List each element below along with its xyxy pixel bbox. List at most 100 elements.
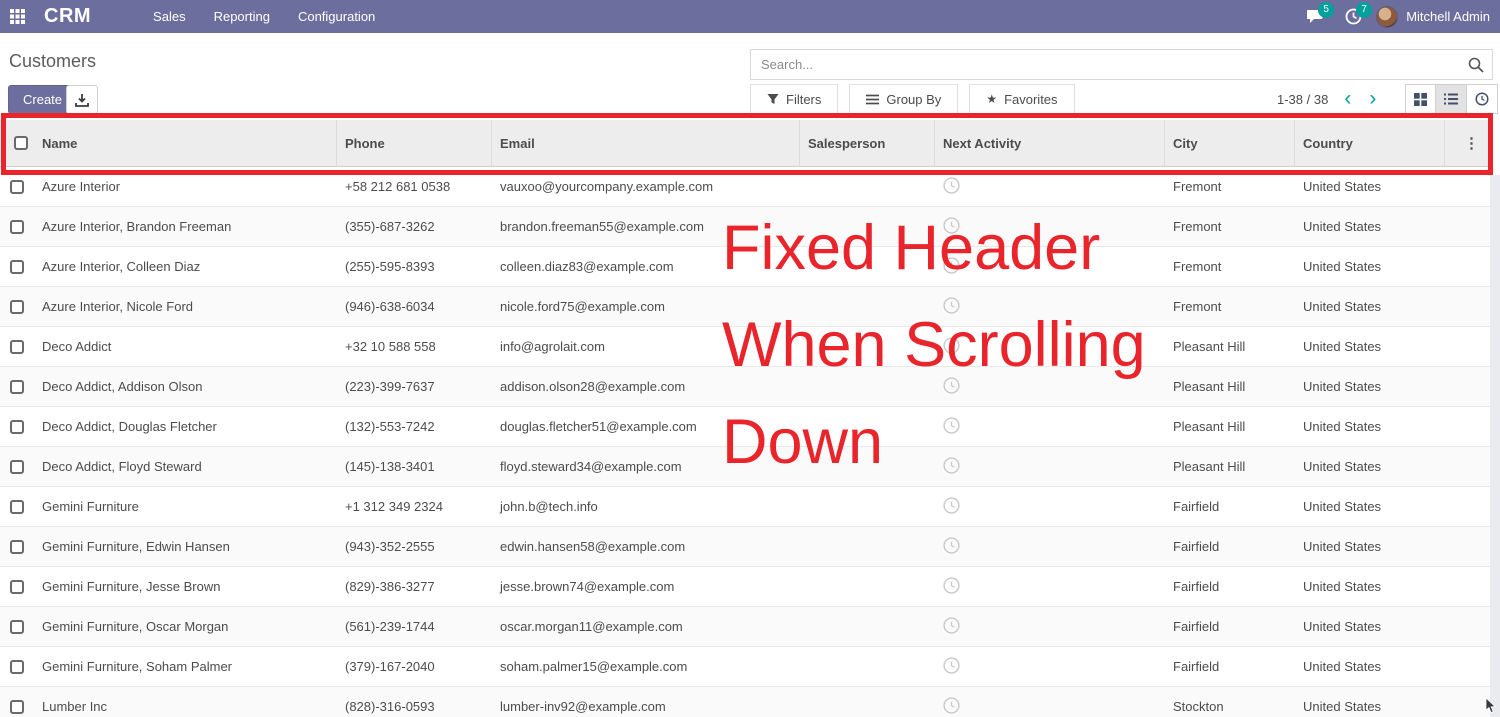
- table-row[interactable]: Gemini Furniture, Oscar Morgan (561)-239…: [0, 607, 1490, 647]
- user-avatar[interactable]: [1376, 5, 1399, 28]
- cell-next-activity: [935, 576, 1165, 597]
- cell-phone: (379)-167-2040: [345, 659, 435, 674]
- favorites-button[interactable]: ★ Favorites: [969, 84, 1075, 114]
- activities-badge: 7: [1356, 2, 1373, 18]
- row-checkbox[interactable]: [10, 259, 24, 274]
- pager-previous-button[interactable]: ‹: [1344, 87, 1352, 110]
- cell-next-activity: [935, 176, 1165, 197]
- cell-next-activity: [935, 296, 1165, 317]
- row-checkbox[interactable]: [10, 459, 24, 474]
- column-header-salesperson[interactable]: Salesperson: [800, 120, 935, 166]
- favorites-label: Favorites: [1004, 91, 1058, 107]
- clock-icon[interactable]: [943, 656, 960, 674]
- export-button[interactable]: [66, 85, 98, 114]
- clock-icon[interactable]: [943, 496, 960, 514]
- filter-funnel-icon: [767, 94, 779, 104]
- activities-button[interactable]: 7: [1338, 0, 1373, 33]
- row-checkbox[interactable]: [10, 619, 24, 634]
- column-header-next-activity[interactable]: Next Activity: [935, 120, 1165, 166]
- filters-button[interactable]: Filters: [750, 84, 839, 114]
- row-checkbox[interactable]: [10, 419, 24, 434]
- cell-phone: (145)-138-3401: [345, 459, 435, 474]
- row-checkbox[interactable]: [10, 499, 24, 514]
- row-checkbox[interactable]: [10, 299, 24, 314]
- column-header-country[interactable]: Country: [1295, 120, 1445, 166]
- group-by-icon: [866, 94, 880, 104]
- cell-next-activity: [935, 216, 1165, 237]
- cell-email: floyd.steward34@example.com: [500, 459, 682, 474]
- table-row[interactable]: Gemini Furniture, Edwin Hansen (943)-352…: [0, 527, 1490, 567]
- apps-menu-button[interactable]: [0, 0, 34, 33]
- cell-email: oscar.morgan11@example.com: [500, 619, 683, 634]
- list-view-button[interactable]: [1436, 84, 1467, 114]
- clock-icon[interactable]: [943, 376, 960, 394]
- clock-icon[interactable]: [943, 576, 960, 594]
- table-row[interactable]: Lumber Inc (828)-316-0593 lumber-inv92@e…: [0, 687, 1490, 717]
- search-icon[interactable]: [1468, 57, 1484, 73]
- table-row[interactable]: Gemini Furniture, Soham Palmer (379)-167…: [0, 647, 1490, 687]
- menu-sales[interactable]: Sales: [153, 9, 186, 24]
- row-checkbox[interactable]: [10, 339, 24, 354]
- search-input[interactable]: [751, 57, 1468, 72]
- menu-configuration[interactable]: Configuration: [297, 9, 376, 24]
- row-checkbox[interactable]: [10, 579, 24, 594]
- cell-city: Fremont: [1173, 179, 1222, 194]
- cell-next-activity: [935, 656, 1165, 677]
- cell-email: john.b@tech.info: [500, 499, 598, 514]
- table-row[interactable]: Azure Interior +58 212 681 0538 vauxoo@y…: [0, 167, 1490, 207]
- clock-icon[interactable]: [943, 456, 960, 474]
- row-checkbox[interactable]: [10, 699, 24, 714]
- row-checkbox[interactable]: [10, 179, 24, 194]
- clock-icon[interactable]: [943, 256, 960, 274]
- cell-city: Stockton: [1173, 699, 1224, 714]
- clock-icon[interactable]: [943, 536, 960, 554]
- kanban-view-button[interactable]: [1405, 84, 1436, 114]
- vertical-scrollbar[interactable]: [1490, 175, 1500, 717]
- row-checkbox[interactable]: [10, 379, 24, 394]
- clock-icon[interactable]: [943, 616, 960, 634]
- table-row[interactable]: Deco Addict +32 10 588 558 info@agrolait…: [0, 327, 1490, 367]
- column-header-name[interactable]: Name: [34, 120, 337, 166]
- table-row[interactable]: Gemini Furniture +1 312 349 2324 john.b@…: [0, 487, 1490, 527]
- table-row[interactable]: Azure Interior, Colleen Diaz (255)-595-8…: [0, 247, 1490, 287]
- group-by-button[interactable]: Group By: [849, 84, 959, 114]
- row-checkbox[interactable]: [10, 539, 24, 554]
- apps-grid-icon: [9, 9, 25, 24]
- create-button[interactable]: Create: [8, 85, 78, 114]
- cell-name: Deco Addict, Floyd Steward: [42, 459, 202, 474]
- clock-icon[interactable]: [943, 336, 960, 354]
- table-row[interactable]: Deco Addict, Douglas Fletcher (132)-553-…: [0, 407, 1490, 447]
- cell-country: United States: [1303, 659, 1382, 674]
- pager-next-button[interactable]: ›: [1369, 87, 1377, 110]
- cell-name: Deco Addict, Addison Olson: [42, 379, 203, 394]
- cell-phone: +32 10 588 558: [345, 339, 436, 354]
- main-menus: Sales Reporting Configuration: [139, 0, 389, 33]
- cell-next-activity: [935, 536, 1165, 557]
- select-all-checkbox[interactable]: [14, 136, 28, 150]
- clock-icon[interactable]: [943, 296, 960, 314]
- table-header-row: Name Phone Email Salesperson Next Activi…: [0, 120, 1490, 167]
- column-header-email[interactable]: Email: [492, 120, 800, 166]
- cell-next-activity: [935, 616, 1165, 637]
- activity-view-button[interactable]: [1467, 84, 1498, 114]
- menu-reporting[interactable]: Reporting: [213, 9, 270, 24]
- clock-icon[interactable]: [943, 416, 960, 434]
- cell-name: Gemini Furniture, Oscar Morgan: [42, 619, 229, 634]
- column-header-city[interactable]: City: [1165, 120, 1295, 166]
- table-row[interactable]: Gemini Furniture, Jesse Brown (829)-386-…: [0, 567, 1490, 607]
- column-header-phone[interactable]: Phone: [337, 120, 492, 166]
- table-row[interactable]: Azure Interior, Brandon Freeman (355)-68…: [0, 207, 1490, 247]
- table-row[interactable]: Deco Addict, Floyd Steward (145)-138-340…: [0, 447, 1490, 487]
- row-checkbox[interactable]: [10, 659, 24, 674]
- cell-next-activity: [935, 416, 1165, 437]
- table-row[interactable]: Azure Interior, Nicole Ford (946)-638-60…: [0, 287, 1490, 327]
- row-checkbox[interactable]: [10, 219, 24, 234]
- clock-icon[interactable]: [943, 176, 960, 194]
- cell-phone: (355)-687-3262: [345, 219, 435, 234]
- user-menu[interactable]: Mitchell Admin: [1406, 9, 1490, 24]
- optional-columns-button[interactable]: ⋮: [1464, 135, 1479, 152]
- messages-button[interactable]: 5: [1300, 0, 1335, 33]
- clock-icon[interactable]: [943, 216, 960, 234]
- table-row[interactable]: Deco Addict, Addison Olson (223)-399-763…: [0, 367, 1490, 407]
- clock-icon[interactable]: [943, 696, 960, 714]
